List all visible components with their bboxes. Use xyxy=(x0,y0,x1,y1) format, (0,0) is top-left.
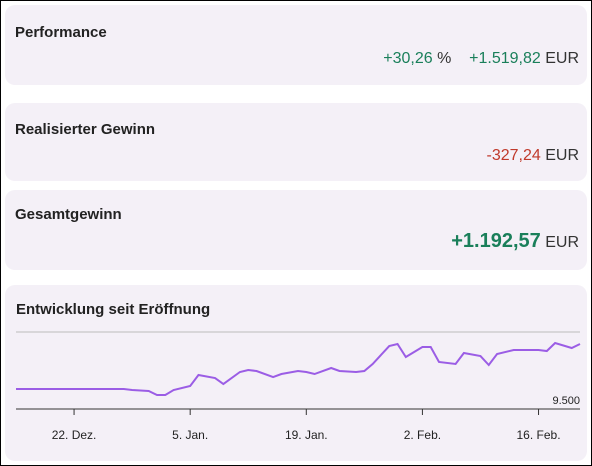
x-tick-label: 5. Jan. xyxy=(172,428,208,442)
unit: % xyxy=(437,50,452,67)
currency: EUR xyxy=(545,147,579,164)
value-row: +1.192,57 EUR xyxy=(451,230,579,253)
realized-card: Realisierter Gewinn -327,24 EUR xyxy=(5,103,587,181)
percent: +30,26 xyxy=(383,50,433,67)
chart: Entwicklung seit Eröffnung 9.500 22. Dez.… xyxy=(16,301,581,442)
card-title: Gesamtgewinn xyxy=(15,206,122,223)
x-tick-label: 22. Dez. xyxy=(52,428,97,442)
currency: EUR xyxy=(545,50,579,67)
chart-card: Entwicklung seit Eröffnung 9.500 22. Dez.… xyxy=(5,285,587,461)
y-tick-label: 9.500 xyxy=(552,395,580,407)
chart-title: Entwicklung seit Eröffnung xyxy=(16,301,210,318)
x-tick-label: 2. Feb. xyxy=(404,428,441,442)
total-card: Gesamtgewinn +1.192,57 EUR xyxy=(5,190,587,270)
performance-card: Performance +30,26 % +1.519,82 EUR xyxy=(5,5,587,85)
value-row: -327,24 EUR xyxy=(487,147,580,165)
line xyxy=(16,341,581,396)
currency: EUR xyxy=(545,234,579,251)
card-title: Realisierter Gewinn xyxy=(15,121,156,138)
x-tick-label: 19. Jan. xyxy=(285,428,328,442)
amount: -327,24 xyxy=(486,147,541,164)
card-title: Performance xyxy=(15,24,107,41)
value-row: +30,26 % +1.519,82 EUR xyxy=(383,50,579,68)
x-tick-label: 16. Feb. xyxy=(517,428,561,442)
amount: +1.192,57 xyxy=(451,230,541,252)
amount: +1.519,82 xyxy=(469,50,541,67)
